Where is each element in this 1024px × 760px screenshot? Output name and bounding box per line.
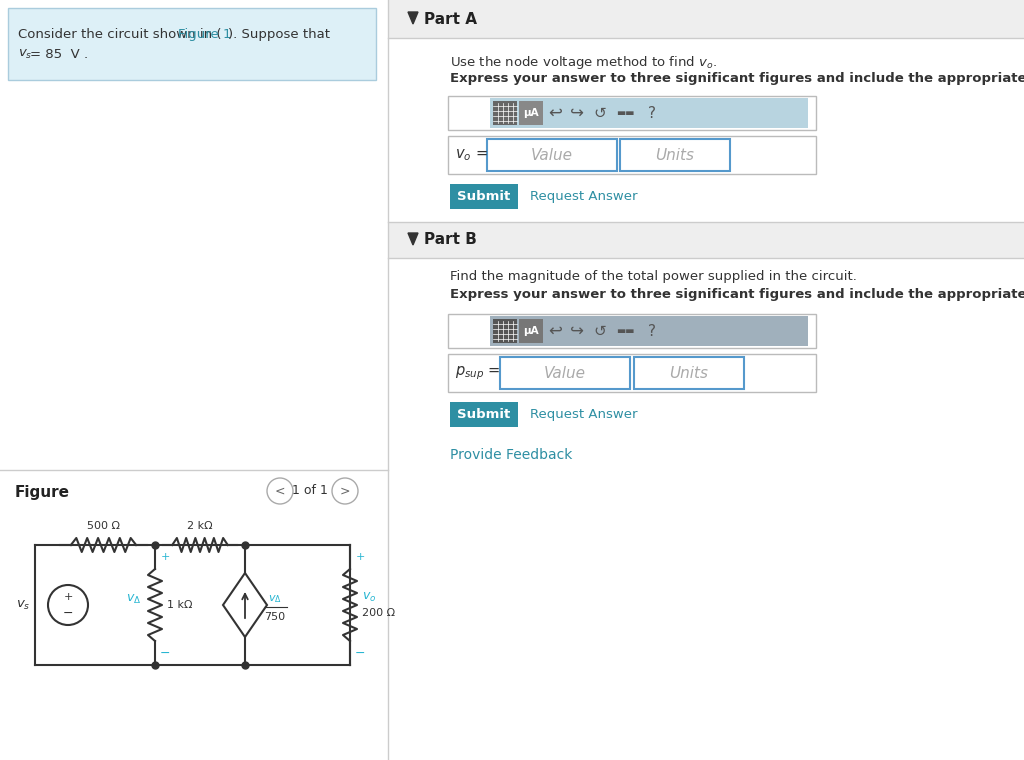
Text: Figure 1: Figure 1 [178, 28, 231, 41]
Text: −: − [62, 606, 74, 619]
Text: Use the node voltage method to find $v_o$.: Use the node voltage method to find $v_o… [450, 54, 717, 71]
FancyBboxPatch shape [493, 319, 517, 343]
Text: ). Suppose that: ). Suppose that [228, 28, 330, 41]
Text: Request Answer: Request Answer [530, 190, 638, 203]
Text: <: < [274, 485, 286, 498]
FancyBboxPatch shape [487, 139, 617, 171]
Text: ↩: ↩ [548, 104, 562, 122]
Text: −: − [160, 647, 170, 660]
Text: Part A: Part A [424, 11, 477, 27]
FancyBboxPatch shape [449, 314, 816, 348]
Text: $v_s$: $v_s$ [15, 598, 30, 612]
Text: Figure: Figure [15, 485, 70, 500]
Text: Units: Units [670, 366, 709, 381]
Text: Request Answer: Request Answer [530, 408, 638, 421]
Text: $v_\Delta$: $v_\Delta$ [126, 593, 141, 606]
Text: Find the magnitude of the total power supplied in the circuit.: Find the magnitude of the total power su… [450, 270, 857, 283]
Text: ▬▬: ▬▬ [615, 326, 634, 336]
FancyBboxPatch shape [8, 8, 376, 80]
Text: Express your answer to three significant figures and include the appropriate uni: Express your answer to three significant… [450, 288, 1024, 301]
Text: −: − [354, 647, 366, 660]
Text: Submit: Submit [458, 408, 511, 421]
FancyBboxPatch shape [449, 96, 816, 130]
Text: 500 Ω: 500 Ω [87, 521, 120, 531]
Text: $v_\Delta$: $v_\Delta$ [268, 593, 282, 605]
FancyBboxPatch shape [449, 354, 816, 392]
Polygon shape [408, 12, 418, 24]
Text: ↺: ↺ [594, 106, 606, 121]
Text: = 85  V .: = 85 V . [30, 48, 88, 61]
Text: $v_s$: $v_s$ [18, 48, 33, 61]
Text: ?: ? [648, 106, 656, 121]
FancyBboxPatch shape [449, 136, 816, 174]
Text: Units: Units [655, 147, 694, 163]
Text: ↺: ↺ [594, 324, 606, 338]
Circle shape [48, 585, 88, 625]
Text: ↪: ↪ [570, 322, 584, 340]
Polygon shape [408, 233, 418, 245]
FancyBboxPatch shape [634, 357, 744, 389]
Text: μA: μA [523, 326, 539, 336]
FancyBboxPatch shape [450, 184, 518, 209]
Text: Value: Value [531, 147, 573, 163]
Text: Consider the circuit shown in (: Consider the circuit shown in ( [18, 28, 221, 41]
Text: ?: ? [648, 324, 656, 338]
Circle shape [267, 478, 293, 504]
Text: Express your answer to three significant figures and include the appropriate uni: Express your answer to three significant… [450, 72, 1024, 85]
Text: Value: Value [544, 366, 586, 381]
FancyBboxPatch shape [519, 319, 543, 343]
Text: ↩: ↩ [548, 322, 562, 340]
Text: Provide Feedback: Provide Feedback [450, 448, 572, 462]
Text: 1 of 1: 1 of 1 [292, 485, 328, 498]
Text: 2 kΩ: 2 kΩ [187, 521, 213, 531]
Text: $p_{sup}$ =: $p_{sup}$ = [455, 364, 501, 382]
Text: $v_o$ =: $v_o$ = [455, 147, 487, 163]
Text: 1 kΩ: 1 kΩ [167, 600, 193, 610]
Text: ▬▬: ▬▬ [615, 108, 634, 118]
FancyBboxPatch shape [450, 402, 518, 427]
Text: +: + [161, 552, 170, 562]
FancyBboxPatch shape [493, 101, 517, 125]
Text: Submit: Submit [458, 190, 511, 203]
Text: Part B: Part B [424, 233, 477, 248]
Text: +: + [63, 592, 73, 602]
Text: +: + [355, 552, 365, 562]
Text: >: > [340, 485, 350, 498]
Text: $v_o$: $v_o$ [362, 591, 377, 603]
FancyBboxPatch shape [620, 139, 730, 171]
FancyBboxPatch shape [500, 357, 630, 389]
FancyBboxPatch shape [388, 222, 1024, 258]
FancyBboxPatch shape [490, 98, 808, 128]
Text: μA: μA [523, 108, 539, 118]
Text: 750: 750 [264, 612, 286, 622]
FancyBboxPatch shape [490, 316, 808, 346]
Polygon shape [223, 573, 267, 637]
Text: 200 Ω: 200 Ω [362, 608, 395, 618]
FancyBboxPatch shape [388, 0, 1024, 38]
Text: ↪: ↪ [570, 104, 584, 122]
FancyBboxPatch shape [519, 101, 543, 125]
Circle shape [332, 478, 358, 504]
